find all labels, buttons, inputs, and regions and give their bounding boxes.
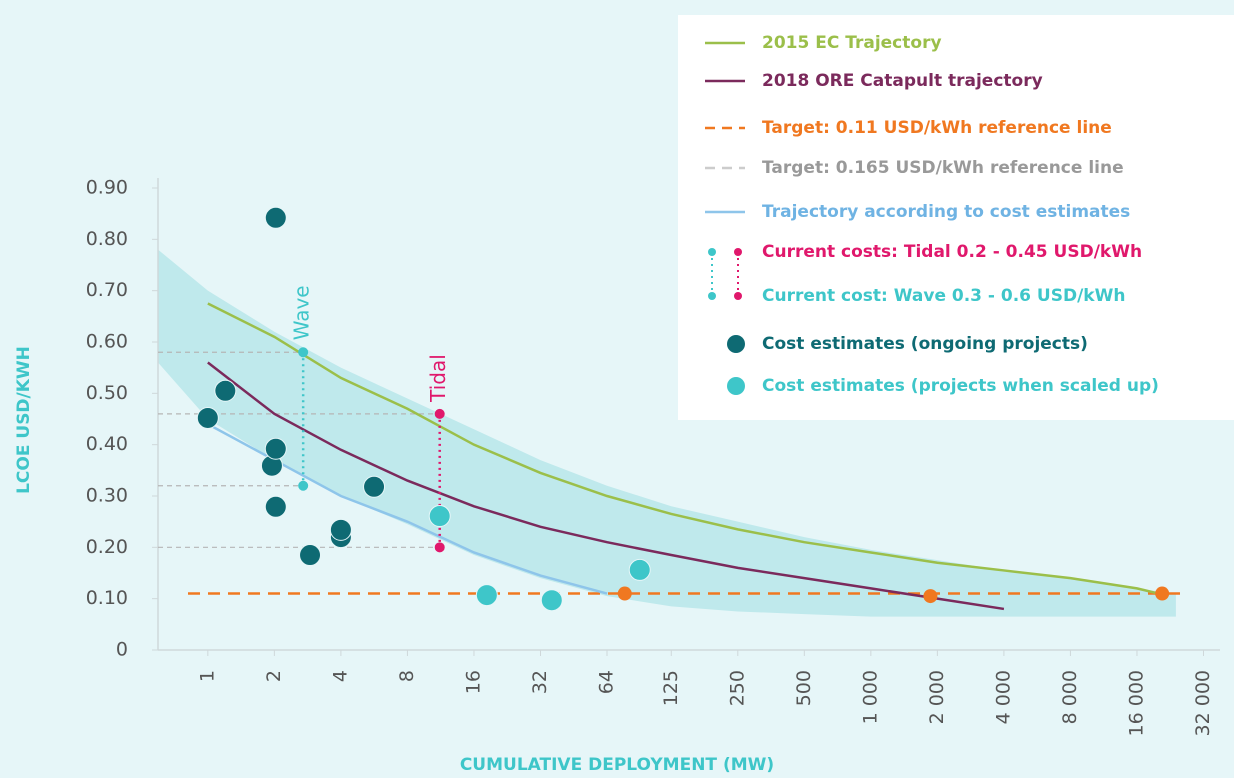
trajectory-line	[207, 361, 1005, 611]
legend-label: Current cost: Wave 0.3 - 0.6 USD/kWh	[762, 286, 1125, 306]
x-tick-label: 32	[529, 670, 551, 694]
cost-estimate	[264, 495, 287, 518]
x-axis-title: CUMULATIVE DEPLOYMENT (MW)	[460, 755, 774, 775]
range-point	[434, 408, 445, 419]
y-tick-label: 0.20	[86, 536, 128, 558]
legend-box	[678, 15, 1234, 420]
legend-label: 2015 EC Trajectory	[762, 33, 942, 53]
legend-swatch	[727, 377, 745, 395]
x-tick-label: 250	[726, 670, 748, 706]
y-tick-label: 0.90	[86, 177, 128, 199]
y-tick-label: 0	[116, 639, 128, 661]
target-point	[617, 586, 632, 601]
legend-label: Current costs: Tidal 0.2 - 0.45 USD/kWh	[762, 242, 1142, 262]
y-tick-label: 0.70	[86, 279, 128, 301]
x-tick-label: 2	[263, 670, 285, 682]
legend: 2015 EC Trajectory 2018 ORE Catapult traj…	[705, 33, 1159, 396]
x-tick-label: 125	[660, 670, 682, 706]
y-tick-label: 0.30	[86, 485, 128, 507]
y-tick-label: 0.10	[86, 587, 128, 609]
cost-estimate	[428, 505, 451, 528]
y-tick-label: 0.60	[86, 331, 128, 353]
target-point	[1155, 586, 1170, 601]
y-tick-label: 0.80	[86, 228, 128, 250]
cost-estimate	[628, 558, 651, 581]
cost-estimate	[299, 544, 322, 567]
legend-swatch	[708, 292, 716, 300]
cost-estimate	[214, 379, 237, 402]
x-tick-label: 1 000	[859, 670, 881, 724]
plot-area: 0 0.10 0.20 0.30 0.40 0.50 0.60 0.70 0.80 0.90 1 2 4…	[86, 177, 1220, 736]
x-tick-label: 16 000	[1125, 670, 1147, 736]
x-tick-label: 16	[462, 670, 484, 694]
range-point	[434, 542, 445, 553]
x-tick-label: 64	[596, 670, 618, 694]
legend-label: Cost estimates (ongoing projects)	[762, 334, 1088, 354]
legend-label: Trajectory according to cost estimates	[762, 202, 1130, 222]
legend-swatch	[734, 248, 742, 256]
x-tick-label: 4 000	[992, 670, 1014, 724]
legend-label: Target: 0.165 USD/kWh reference line	[762, 158, 1124, 178]
legend-label: Cost estimates (projects when scaled up)	[762, 376, 1159, 396]
legend-label: 2018 ORE Catapult trajectory	[762, 71, 1043, 91]
x-tick-label: 8 000	[1059, 670, 1081, 724]
cost-estimate	[540, 589, 563, 612]
cost-estimate	[475, 584, 498, 607]
range-point	[298, 347, 309, 358]
x-tick-label: 2 000	[926, 670, 948, 724]
x-tick-label: 4	[329, 670, 351, 682]
x-tick-label: 500	[793, 670, 815, 706]
range-label: Tidal	[426, 354, 450, 403]
x-tick-label: 32 000	[1192, 670, 1214, 736]
x-tick-label: 8	[396, 670, 418, 682]
y-axis-title: LCOE USD/KWH	[14, 346, 34, 494]
cost-estimate	[329, 518, 352, 541]
range-point	[298, 480, 309, 491]
x-tick-label: 1	[196, 670, 218, 682]
cost-estimate	[264, 206, 287, 229]
cost-estimate	[196, 406, 219, 429]
target-point	[923, 589, 938, 604]
legend-label: Target: 0.11 USD/kWh reference line	[762, 118, 1112, 138]
trajectory-line	[207, 302, 1159, 595]
legend-swatch	[727, 335, 745, 353]
y-tick-label: 0.50	[86, 382, 128, 404]
cost-estimate	[363, 475, 386, 498]
range-label: Wave	[290, 285, 314, 340]
y-tick-label: 0.40	[86, 433, 128, 455]
cost-estimate	[264, 437, 287, 460]
legend-swatch	[734, 292, 742, 300]
legend-swatch	[708, 248, 716, 256]
